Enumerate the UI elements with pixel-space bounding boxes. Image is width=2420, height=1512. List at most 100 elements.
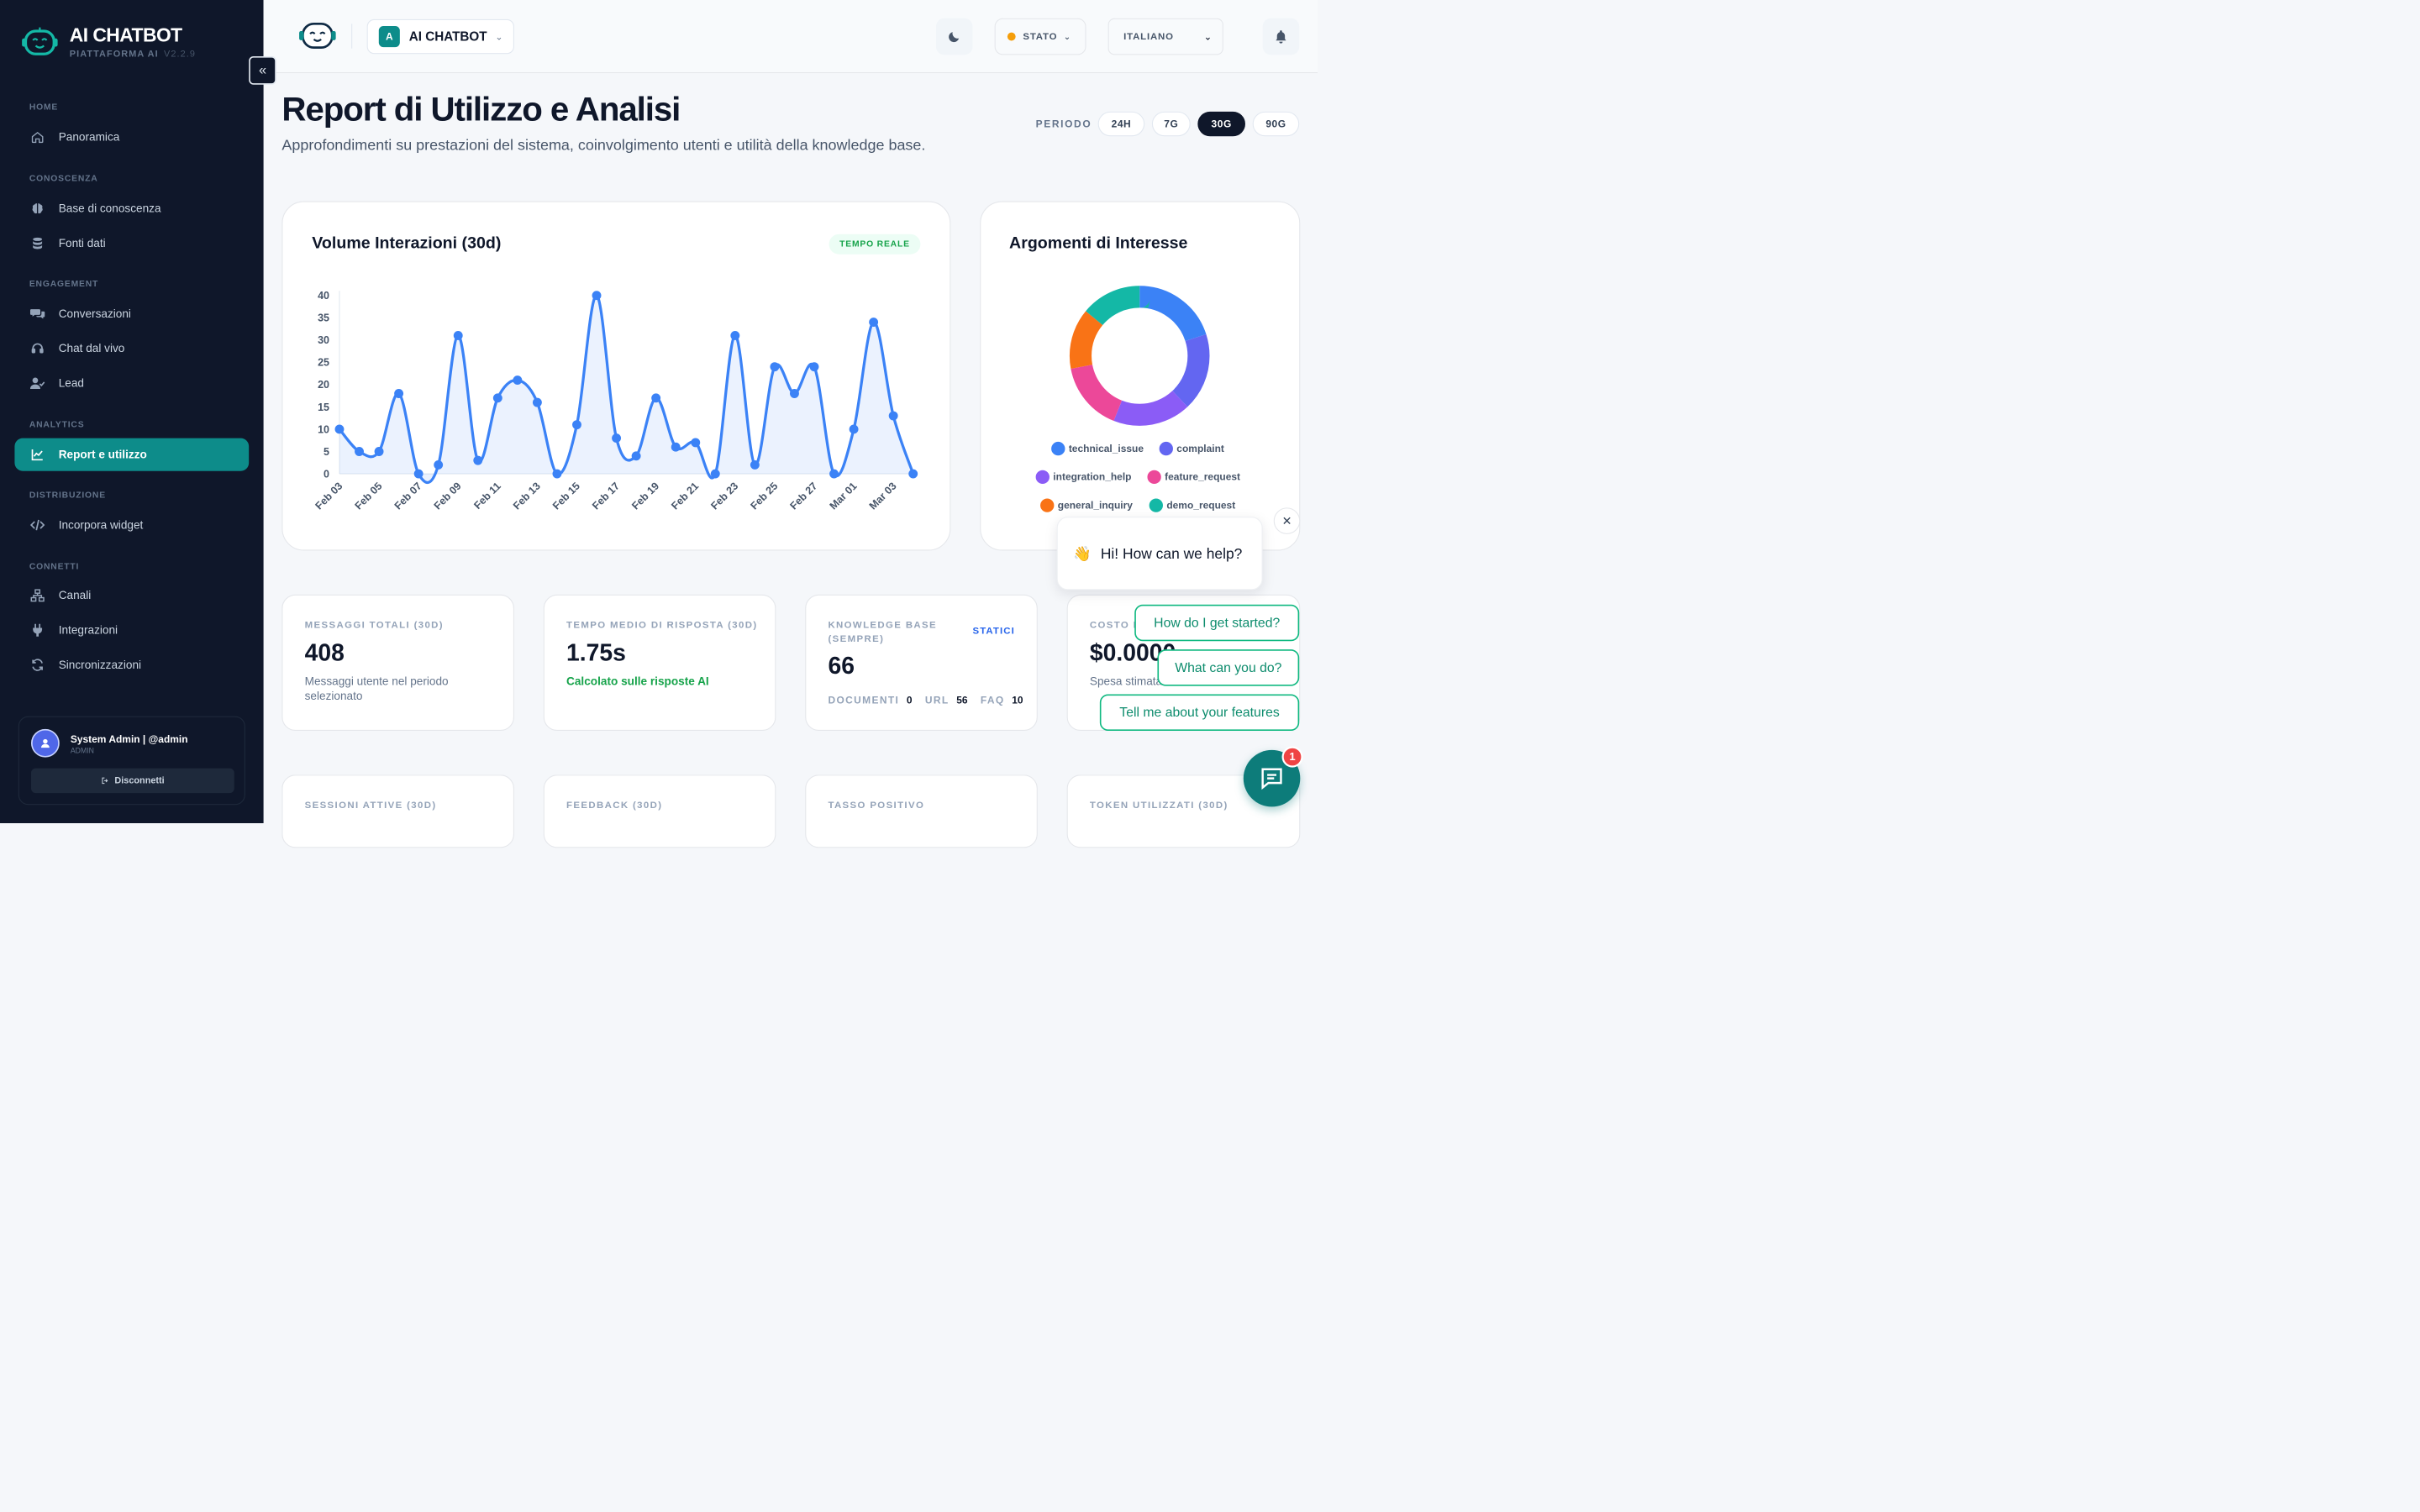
section-engagement: ENGAGEMENT: [29, 279, 99, 289]
stat-label: TEMPO MEDIO DI RISPOSTA (30D): [566, 619, 758, 631]
legend-label: technical_issue: [1068, 443, 1144, 454]
code-icon: [29, 517, 46, 533]
sidebar-item-report-e-utilizzo[interactable]: Report e utilizzo: [14, 438, 250, 471]
sidebar-item-label: Fonti dati: [58, 236, 106, 249]
chevron-down-icon: ⌄: [1063, 31, 1071, 41]
stat-description: Messaggi utente nel periodo selezionato: [304, 675, 449, 703]
sidebar-item-knowledge-base[interactable]: Base di conoscenza: [14, 192, 249, 225]
notifications-button[interactable]: [1262, 18, 1300, 55]
section-analytics: ANALYTICS: [29, 419, 85, 430]
logout-icon: [102, 777, 108, 785]
kb-faq-value: 10: [1012, 694, 1023, 706]
stat-card-knowledge-base: KNOWLEDGE BASE (SEMPRE) STATICI 66 DOCUM…: [805, 594, 1038, 732]
quick-reply-features[interactable]: Tell me about your features: [1099, 694, 1300, 732]
quick-reply-get-started[interactable]: How do I get started?: [1134, 604, 1300, 642]
kb-faq-label: FAQ: [980, 694, 1005, 706]
period-24h-button[interactable]: 24H: [1097, 111, 1145, 137]
realtime-badge: TEMPO REALE: [829, 234, 921, 255]
sidebar-item-integrazioni[interactable]: Integrazioni: [14, 614, 249, 647]
bot-name: AI CHATBOT: [408, 29, 487, 44]
brain-icon: [29, 200, 46, 217]
user-check-icon: [29, 375, 46, 391]
stat-card-sessions: SESSIONI ATTIVE (30D): [281, 774, 514, 848]
kb-url-value: 56: [956, 694, 968, 706]
legend-label: general_inquiry: [1057, 499, 1133, 512]
legend-item[interactable]: technical_issue: [1051, 441, 1144, 456]
collapse-sidebar-button[interactable]: «: [249, 55, 276, 85]
chat-icon: [1261, 768, 1282, 790]
stat-card-positive-rate: TASSO POSITIVO: [805, 774, 1038, 848]
legend-label: feature_request: [1165, 470, 1241, 483]
legend-color-dot: [1149, 498, 1163, 512]
sidebar-item-panoramica[interactable]: Panoramica: [14, 121, 249, 154]
stat-label: COSTO L: [1089, 619, 1141, 631]
section-connetti: CONNETTI: [29, 561, 80, 572]
sidebar: AI CHATBOT PIATTAFORMA AI V2.2.9 HOME Pa…: [0, 0, 264, 823]
stat-note: Calcolato sulle risposte AI: [566, 675, 709, 688]
chat-close-button[interactable]: ✕: [1273, 507, 1301, 534]
sidebar-item-label: Panoramica: [58, 130, 120, 144]
chart-line-icon: [29, 446, 46, 463]
brand-title: AI CHATBOT: [69, 24, 182, 46]
status-button[interactable]: STATO ⌄: [994, 18, 1086, 55]
sidebar-item-conversazioni[interactable]: Conversazioni: [14, 297, 249, 330]
home-icon: [29, 129, 46, 146]
stat-card-response-time: TEMPO MEDIO DI RISPOSTA (30D) 1.75s Calc…: [543, 594, 776, 732]
bot-selector[interactable]: A AI CHATBOT ⌄: [366, 18, 514, 55]
database-icon: [29, 235, 46, 252]
user-card: System Admin | @admin ADMIN Disconnetti: [18, 716, 245, 806]
legend-item[interactable]: general_inquiry: [1040, 498, 1133, 512]
stat-description: Spesa stimata: [1089, 675, 1163, 688]
period-30g-button[interactable]: 30G: [1197, 111, 1245, 137]
sidebar-item-label: Integrazioni: [58, 623, 118, 637]
sidebar-item-label: Conversazioni: [58, 307, 131, 320]
legend-item[interactable]: demo_request: [1149, 498, 1236, 512]
legend-item[interactable]: complaint: [1159, 441, 1224, 456]
legend-color-dot: [1035, 470, 1050, 485]
stat-label: MESSAGGI TOTALI (30D): [304, 619, 444, 631]
chevron-down-icon: ⌄: [1203, 31, 1213, 42]
legend-color-dot: [1147, 470, 1161, 485]
chat-greeting-bubble: 👋 Hi! How can we help?: [1056, 517, 1263, 591]
chat-greeting-text: Hi! How can we help?: [1100, 544, 1243, 562]
logout-button[interactable]: Disconnetti: [31, 768, 234, 794]
stat-card-feedback: FEEDBACK (30D): [543, 774, 776, 848]
version-label: V2.2.9: [164, 48, 197, 59]
bell-icon: [1276, 30, 1286, 44]
comments-icon: [29, 306, 46, 323]
sidebar-item-label: Incorpora widget: [58, 518, 144, 532]
legend-item[interactable]: integration_help: [1035, 470, 1131, 485]
theme-toggle-button[interactable]: [935, 18, 973, 55]
sidebar-item-lead[interactable]: Lead: [14, 367, 249, 400]
page-subtitle: Approfondimenti su prestazioni del siste…: [281, 136, 926, 154]
legend-color-dot: [1159, 441, 1173, 456]
user-name: System Admin | @admin: [70, 733, 188, 745]
avatar[interactable]: [31, 728, 60, 758]
quick-reply-what-can-you-do[interactable]: What can you do?: [1157, 649, 1300, 686]
stat-label: KNOWLEDGE BASE (SEMPRE): [828, 619, 938, 644]
legend-item[interactable]: feature_request: [1147, 470, 1241, 485]
headset-icon: [29, 340, 46, 357]
language-select[interactable]: ITALIANO ⌄: [1107, 18, 1223, 55]
legend-label: demo_request: [1166, 499, 1236, 512]
period-7g-button[interactable]: 7G: [1151, 111, 1191, 137]
sidebar-item-fonti-dati[interactable]: Fonti dati: [14, 227, 249, 260]
sidebar-item-chat-dal-vivo[interactable]: Chat dal vivo: [14, 332, 249, 365]
stat-label: FEEDBACK (30D): [566, 800, 663, 811]
chat-launcher-button[interactable]: [1243, 749, 1301, 807]
sidebar-item-label: Report e utilizzo: [58, 448, 147, 461]
topics-card: [980, 201, 1301, 551]
kb-docs-value: 0: [906, 694, 913, 706]
sidebar-item-incorpora-widget[interactable]: Incorpora widget: [14, 508, 249, 541]
user-role: ADMIN: [70, 747, 94, 755]
legend-label: complaint: [1176, 443, 1224, 454]
stat-label: TOKEN UTILIZZATI (30D): [1089, 800, 1228, 811]
sidebar-item-canali[interactable]: Canali: [14, 579, 249, 612]
plug-icon: [29, 622, 46, 638]
sidebar-item-label: Sincronizzazioni: [58, 658, 142, 671]
network-icon: [29, 587, 46, 604]
sidebar-item-sincronizzazioni[interactable]: Sincronizzazioni: [14, 648, 249, 681]
period-90g-button[interactable]: 90G: [1252, 111, 1300, 137]
section-distribuzione: DISTRIBUZIONE: [29, 490, 106, 501]
wave-emoji: 👋: [1073, 544, 1092, 562]
